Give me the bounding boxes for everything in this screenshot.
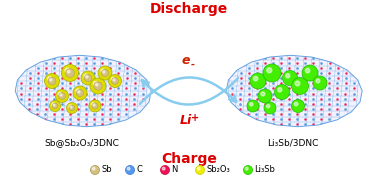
Circle shape (261, 92, 265, 96)
Circle shape (93, 81, 98, 86)
Circle shape (161, 165, 169, 174)
Circle shape (81, 71, 95, 85)
Circle shape (53, 104, 55, 106)
Circle shape (58, 92, 62, 96)
Circle shape (316, 79, 320, 83)
Circle shape (302, 65, 318, 81)
Circle shape (91, 102, 95, 106)
Text: N: N (172, 165, 178, 174)
Circle shape (60, 94, 62, 96)
Circle shape (253, 76, 258, 81)
Text: Sb: Sb (102, 165, 112, 174)
Circle shape (263, 64, 281, 82)
Circle shape (127, 167, 130, 170)
Circle shape (78, 91, 80, 93)
Circle shape (50, 79, 52, 81)
Circle shape (48, 77, 52, 81)
Circle shape (313, 76, 327, 90)
Circle shape (69, 105, 75, 111)
Circle shape (111, 77, 115, 81)
Circle shape (70, 106, 72, 108)
Circle shape (92, 167, 95, 170)
Circle shape (84, 74, 88, 78)
Text: Li₃Sb/3DNC: Li₃Sb/3DNC (267, 138, 319, 148)
Text: Li: Li (180, 115, 192, 127)
Circle shape (162, 167, 165, 170)
Text: Discharge: Discharge (150, 2, 228, 16)
Text: Li₃Sb: Li₃Sb (254, 165, 276, 174)
Circle shape (278, 88, 282, 92)
Text: Charge: Charge (161, 152, 217, 166)
Circle shape (274, 85, 290, 100)
Circle shape (243, 165, 253, 174)
Circle shape (56, 89, 68, 102)
Circle shape (69, 105, 72, 108)
Circle shape (264, 102, 276, 114)
Circle shape (90, 78, 106, 94)
Text: e: e (182, 54, 190, 68)
Text: +: + (191, 113, 199, 123)
Circle shape (90, 165, 99, 174)
Circle shape (294, 102, 298, 106)
Circle shape (295, 81, 300, 86)
Circle shape (45, 73, 59, 89)
Circle shape (258, 89, 272, 103)
Circle shape (103, 71, 105, 73)
Circle shape (245, 167, 248, 170)
Circle shape (101, 69, 108, 77)
Circle shape (65, 69, 74, 77)
Text: Sb₂O₃: Sb₂O₃ (206, 165, 230, 174)
Circle shape (250, 73, 266, 89)
Circle shape (291, 77, 308, 94)
Circle shape (65, 68, 70, 73)
Polygon shape (15, 55, 151, 127)
Circle shape (67, 70, 70, 73)
Circle shape (197, 167, 200, 170)
Circle shape (67, 102, 77, 113)
Circle shape (195, 165, 204, 174)
Circle shape (50, 100, 60, 111)
Circle shape (249, 102, 253, 106)
Circle shape (282, 71, 297, 85)
Circle shape (59, 93, 65, 99)
Circle shape (52, 103, 55, 106)
Circle shape (112, 78, 118, 84)
Circle shape (89, 100, 101, 112)
Circle shape (305, 68, 310, 73)
Circle shape (48, 77, 56, 85)
Circle shape (62, 64, 79, 81)
Circle shape (113, 79, 115, 81)
Circle shape (96, 83, 98, 86)
Circle shape (94, 82, 102, 90)
Circle shape (101, 69, 105, 73)
Circle shape (286, 74, 290, 78)
Circle shape (93, 104, 95, 106)
Polygon shape (226, 55, 362, 127)
Circle shape (98, 66, 112, 80)
Circle shape (267, 68, 272, 73)
Circle shape (76, 89, 80, 93)
Text: Sb@Sb₂O₃/3DNC: Sb@Sb₂O₃/3DNC (45, 138, 119, 148)
Circle shape (86, 76, 88, 78)
Circle shape (291, 100, 305, 113)
Circle shape (84, 74, 91, 82)
Circle shape (247, 100, 259, 112)
Circle shape (125, 165, 135, 174)
Circle shape (92, 103, 98, 109)
Circle shape (266, 104, 270, 108)
Circle shape (52, 103, 58, 109)
Text: -: - (191, 60, 195, 70)
Text: C: C (136, 165, 143, 174)
Circle shape (76, 89, 84, 97)
Circle shape (73, 86, 87, 100)
Circle shape (108, 75, 121, 87)
